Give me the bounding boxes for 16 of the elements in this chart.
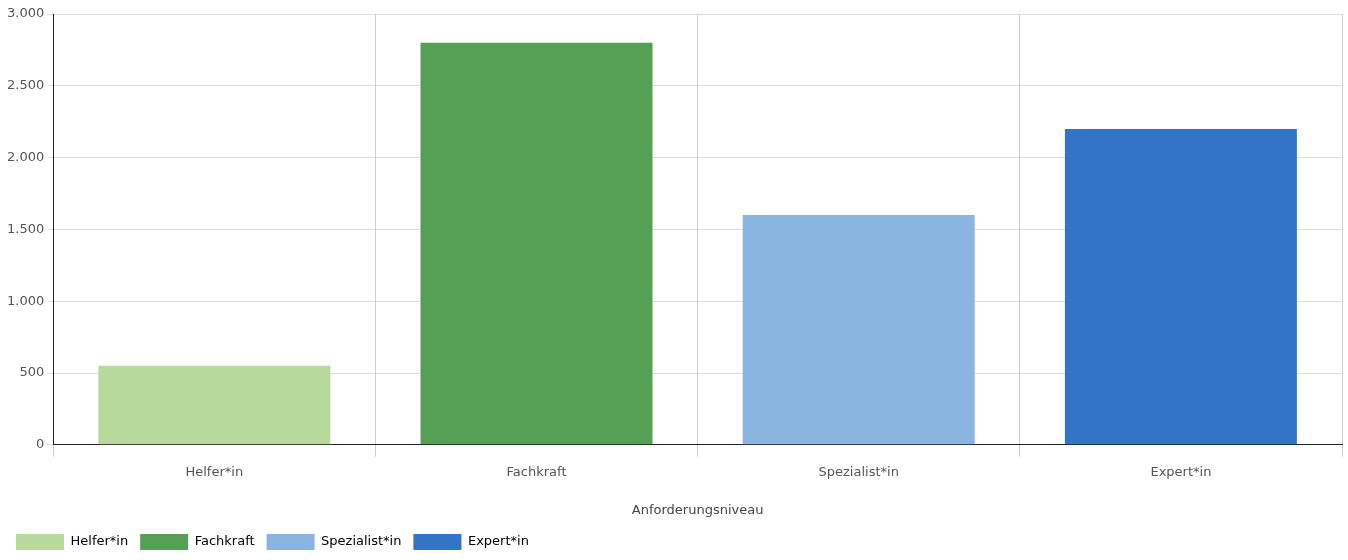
x-tick-label: Spezialist*in xyxy=(818,463,899,479)
legend-label: Spezialist*in xyxy=(321,533,402,549)
legend-label: Helfer*in xyxy=(70,533,129,549)
x-tick-label: Expert*in xyxy=(1150,463,1212,479)
y-tick-label: 1.000 xyxy=(7,292,45,308)
y-tick-label: 0 xyxy=(35,436,45,452)
y-tick-label: 2.500 xyxy=(7,77,45,93)
legend-label: Fachkraft xyxy=(194,533,255,549)
x-axis-title: Anforderungsniveau xyxy=(631,501,764,517)
legend-label: Expert*in xyxy=(467,533,529,549)
x-tick-label: Helfer*in xyxy=(185,463,244,479)
y-tick-label: 1.500 xyxy=(7,220,45,236)
x-tick-label: Fachkraft xyxy=(506,463,567,479)
y-tick-label: 3.000 xyxy=(7,5,45,21)
y-tick-label: 500 xyxy=(19,364,45,380)
y-tick-label: 2.000 xyxy=(7,148,45,164)
